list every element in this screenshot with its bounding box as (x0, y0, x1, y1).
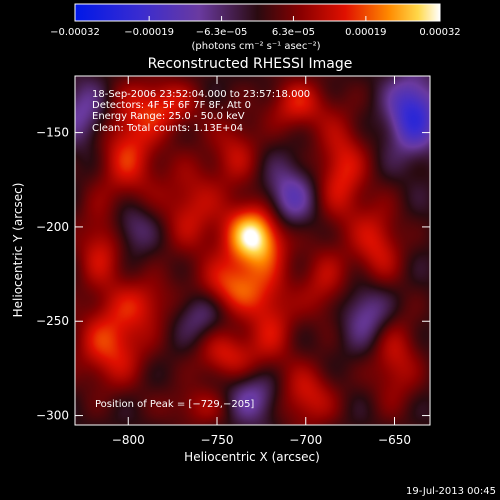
x-tick-label: −700 (289, 433, 322, 447)
colorbar-tick-label: 0.00019 (345, 27, 386, 38)
colorbar-tick-label: −6.3e−05 (196, 27, 248, 38)
timestamp: 19-Jul-2013 00:45 (406, 486, 496, 497)
x-tick-label: −650 (378, 433, 411, 447)
colorbar-ticks: −0.00032 −0.00019 −6.3e−05 6.3e−05 0.00019 0.… (50, 16, 461, 38)
x-axis-label: Heliocentric X (arcsec) (184, 450, 320, 464)
plot-area: 18-Sep-2006 23:52:04.000 to 23:57:18.000… (74, 75, 431, 426)
y-axis-label: Heliocentric Y (arcsec) (11, 183, 25, 318)
annotation-detectors: Detectors: 4F 5F 6F 7F 8F, Att 0 (92, 100, 251, 111)
peak-position-label: Position of Peak = [−729,−205] (95, 399, 254, 410)
annotation-clean-counts: Clean: Total counts: 1.13E+04 (92, 123, 243, 134)
colorbar-tick-label: 6.3e−05 (272, 27, 315, 38)
axis-ticks: −800 −750 −700 −650 −150 −200 −250 −300 (36, 76, 430, 447)
colorbar: −0.00032 −0.00019 −6.3e−05 6.3e−05 0.00019 0.… (50, 3, 461, 52)
heatmap-image (75, 76, 430, 425)
x-tick-label: −750 (201, 433, 234, 447)
colorbar-tick-label: −0.00019 (124, 27, 174, 38)
y-tick-label: −150 (36, 126, 69, 140)
chart-title: Reconstructed RHESSI Image (148, 56, 353, 72)
annotation-energy-range: Energy Range: 25.0 - 50.0 keV (92, 111, 245, 122)
y-tick-label: −300 (36, 409, 69, 423)
x-tick-label: −800 (112, 433, 145, 447)
y-tick-label: −250 (36, 314, 69, 328)
annotation-time-range: 18-Sep-2006 23:52:04.000 to 23:57:18.000 (92, 89, 310, 100)
colorbar-unit-label: (photons cm⁻² s⁻¹ asec⁻²) (191, 41, 320, 52)
colorbar-tick-label: 0.00032 (419, 27, 460, 38)
colorbar-gradient (74, 3, 441, 22)
plot-frame (74, 75, 431, 426)
y-tick-label: −200 (36, 220, 69, 234)
colorbar-tick-label: −0.00032 (50, 27, 100, 38)
